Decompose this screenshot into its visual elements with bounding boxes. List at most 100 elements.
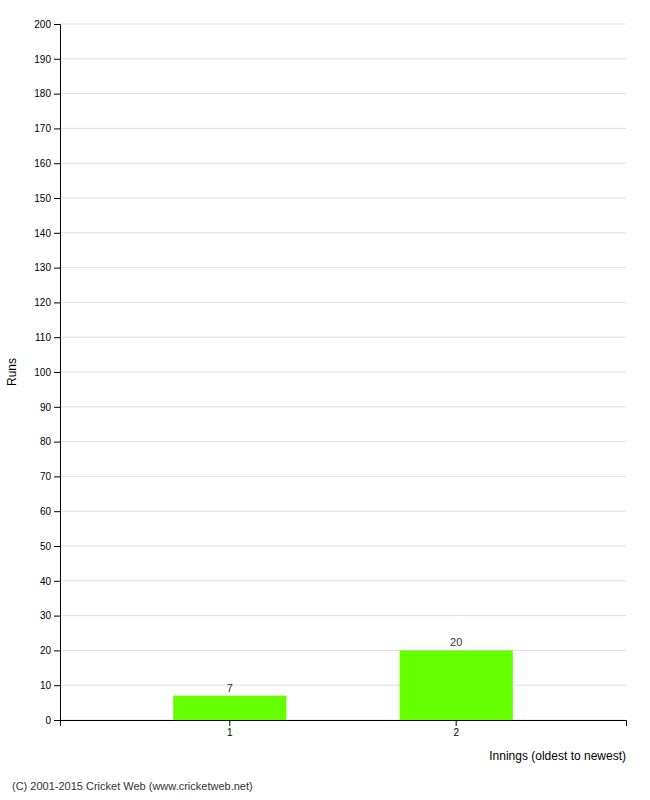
tick-mark xyxy=(54,163,60,164)
y-axis: 0 10 20 30 40 50 60 70 80 90 100 110 120 130 140 150 160… xyxy=(34,19,60,726)
tick: 120 xyxy=(34,297,60,308)
tick-mark xyxy=(54,616,60,617)
tick-label: 140 xyxy=(34,228,51,239)
tick-label: 0 xyxy=(45,715,51,726)
footer: (C) 2001-2015 Cricket Web (www.cricketwe… xyxy=(12,780,253,792)
tick-label: 120 xyxy=(34,297,51,308)
tick-label: 150 xyxy=(34,193,51,204)
x-axis: 12 xyxy=(61,720,627,738)
tick: 110 xyxy=(35,332,60,343)
grid-line xyxy=(60,476,626,477)
tick-label: 190 xyxy=(34,54,51,65)
tick-label: 160 xyxy=(34,158,51,169)
grid xyxy=(60,24,626,720)
tick-label: 80 xyxy=(40,436,52,447)
grid-line xyxy=(60,615,626,616)
tick-mark xyxy=(54,24,60,25)
tick-mark xyxy=(54,407,60,408)
tick-label: 40 xyxy=(40,576,52,587)
tick: 30 xyxy=(40,610,60,621)
tick: 0 xyxy=(45,715,60,726)
tick: 160 xyxy=(34,158,60,169)
tick-mark xyxy=(456,720,457,726)
grid-line xyxy=(60,546,626,547)
tick-label: 130 xyxy=(34,262,51,273)
grid-line xyxy=(60,441,626,442)
tick: 10 xyxy=(40,680,60,691)
tick: 40 xyxy=(40,576,60,587)
grid-line xyxy=(60,685,626,686)
data-labels: 7 20 xyxy=(227,636,463,693)
tick-mark xyxy=(54,720,60,721)
grid-line xyxy=(60,128,626,129)
tick-mark xyxy=(54,302,60,303)
tick: 130 xyxy=(34,262,60,273)
tick-mark xyxy=(54,685,60,686)
tick-mark xyxy=(54,546,60,547)
plot: 0102030405060708090100110120130140150160… xyxy=(34,19,626,738)
tick: 100 xyxy=(34,367,60,378)
axis-line xyxy=(54,25,61,721)
tick-label: 2 xyxy=(453,727,459,738)
tick-label: 50 xyxy=(40,541,52,552)
tick: 20 xyxy=(40,645,60,656)
tick: 90 xyxy=(40,402,60,413)
tick-mark xyxy=(54,59,60,60)
grid-line xyxy=(60,580,626,581)
tick-mark xyxy=(54,337,60,338)
tick: 150 xyxy=(34,193,60,204)
bars xyxy=(173,650,513,720)
grid-line xyxy=(60,406,626,407)
grid-line xyxy=(60,232,626,233)
tick: 200 xyxy=(34,19,60,30)
tick-mark xyxy=(54,476,60,477)
grid-line xyxy=(60,511,626,512)
grid-line xyxy=(60,163,626,164)
tick-label: 30 xyxy=(40,610,52,621)
tick-label: 20 xyxy=(40,645,52,656)
tick-label: 100 xyxy=(34,367,51,378)
tick-label: 60 xyxy=(40,506,52,517)
tick-mark xyxy=(54,233,60,234)
tick: 1 xyxy=(227,720,233,738)
data-label: 20 xyxy=(450,636,462,648)
grid-line xyxy=(60,302,626,303)
tick: 80 xyxy=(40,436,60,447)
tick: 50 xyxy=(40,541,60,552)
tick-mark xyxy=(54,268,60,269)
tick-mark xyxy=(54,198,60,199)
data-label: 7 xyxy=(227,682,233,694)
y-axis-title: Runs xyxy=(5,358,19,386)
tick: 180 xyxy=(34,88,60,99)
tick-mark xyxy=(54,128,60,129)
tick-mark xyxy=(54,372,60,373)
tick-label: 90 xyxy=(40,402,52,413)
tick-label: 10 xyxy=(40,680,52,691)
tick-label: 180 xyxy=(34,88,51,99)
tick-mark xyxy=(229,720,230,726)
tick-label: 110 xyxy=(35,332,51,343)
tick: 140 xyxy=(34,228,60,239)
tick-mark xyxy=(54,94,60,95)
grid-line xyxy=(60,24,626,25)
grid-line xyxy=(60,198,626,199)
tick-label: 1 xyxy=(227,727,233,738)
tick-mark xyxy=(54,581,60,582)
tick-mark xyxy=(54,511,60,512)
grid-line xyxy=(60,93,626,94)
grid-line xyxy=(60,650,626,651)
tick: 2 xyxy=(453,720,459,738)
bar xyxy=(173,696,286,720)
grid-line xyxy=(60,267,626,268)
tick-mark xyxy=(54,442,60,443)
x-axis-title: Innings (oldest to newest) xyxy=(489,749,626,763)
grid-line xyxy=(60,337,626,338)
chart: 0102030405060708090100110120130140150160… xyxy=(0,0,650,800)
tick-mark xyxy=(54,650,60,651)
tick: 70 xyxy=(40,471,60,482)
bar xyxy=(400,650,513,720)
tick: 170 xyxy=(34,123,60,134)
tick-label: 170 xyxy=(34,123,51,134)
axis-line xyxy=(61,721,627,727)
tick: 190 xyxy=(34,54,60,65)
